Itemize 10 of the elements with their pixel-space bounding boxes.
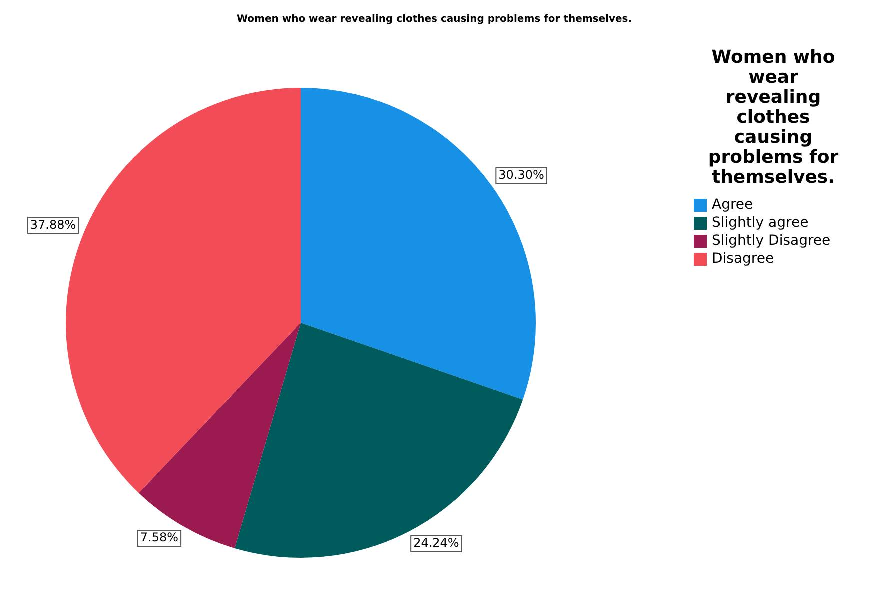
data-label: 30.30%	[498, 168, 544, 182]
legend-title: Women who wear revealing clothes causing problems for themselves.	[707, 47, 840, 188]
data-label: 37.88%	[30, 218, 76, 232]
legend-label: Slightly agree	[712, 214, 809, 232]
legend-label: Disagree	[712, 250, 774, 268]
legend-label: Agree	[712, 196, 754, 214]
data-label: 7.58%	[140, 530, 179, 545]
legend-label: Slightly Disagree	[712, 232, 831, 250]
data-label: 24.24%	[414, 536, 460, 550]
chart-title: Women who wear revealing clothes causing problems for themselves.	[236, 13, 634, 27]
